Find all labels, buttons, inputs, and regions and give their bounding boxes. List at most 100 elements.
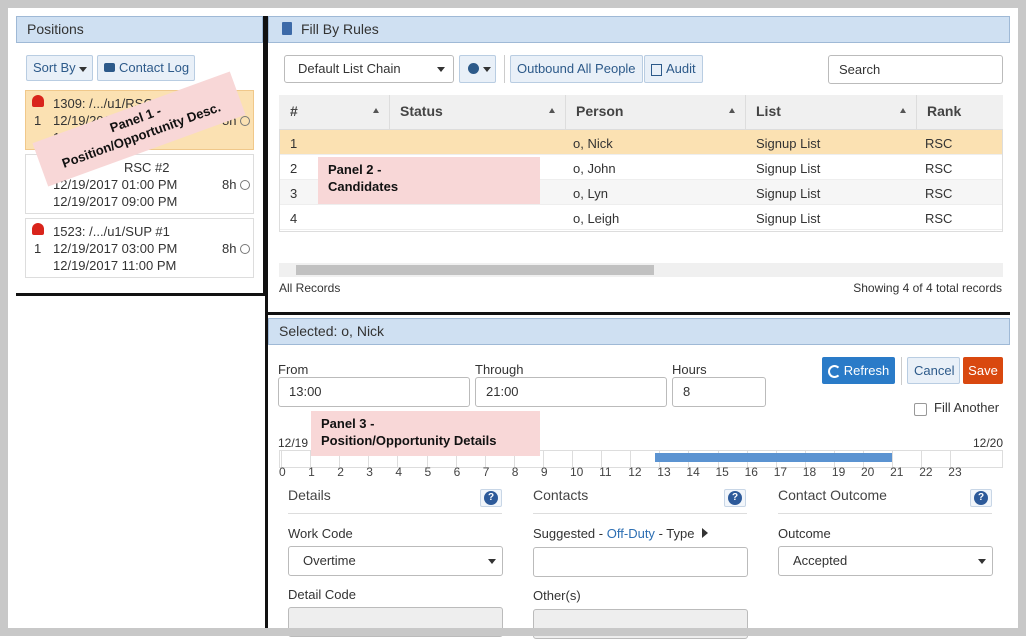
caret [79, 67, 88, 72]
table-cell: RSC [925, 186, 953, 201]
detail-code-input[interactable] [288, 607, 503, 637]
table-cell: RSC [925, 211, 953, 226]
button-label: Audit [666, 61, 696, 76]
card-name: RSC #2 [124, 160, 170, 175]
timeline-label: 15 [715, 465, 729, 479]
timeline-label: 1 [308, 465, 315, 479]
timeline-tick [572, 451, 573, 467]
column-header[interactable]: Rank [927, 103, 962, 119]
help-icon[interactable]: ? [724, 489, 746, 507]
button-label: Contact Log [119, 60, 190, 75]
footer-left: All Records [279, 281, 341, 295]
card-count: 1 [34, 241, 42, 256]
table-cell: o, John [573, 161, 616, 176]
timeline-selection [655, 453, 893, 462]
audit-button[interactable]: Audit [644, 55, 703, 83]
cancel-button[interactable]: Cancel [907, 357, 960, 384]
expand-icon[interactable] [702, 528, 709, 538]
scrollbar-thumb[interactable] [296, 265, 654, 275]
settings-button[interactable] [459, 55, 496, 83]
table-cell: 2 [290, 161, 298, 176]
timeline-tick [484, 451, 486, 467]
timeline-tick [368, 451, 370, 467]
panel-header: Fill By Rules [268, 16, 1010, 43]
table-cell: o, Lyn [573, 186, 608, 201]
column-header[interactable]: # [290, 103, 298, 119]
column-header[interactable]: Person [576, 103, 624, 119]
refresh-button[interactable]: Refresh [822, 357, 895, 384]
field-label: Suggested [533, 526, 596, 541]
timeline-label: 8 [511, 465, 519, 479]
list-chain-select[interactable]: Default List Chain [284, 55, 454, 83]
table-cell: RSC [925, 161, 953, 176]
timeline-label: 14 [686, 465, 700, 479]
card-name: 1523: /.../u1/SUP #1 [53, 224, 170, 239]
timeline-label: 6 [453, 465, 461, 479]
save-button[interactable]: Save [963, 357, 1003, 384]
column-divider [916, 95, 917, 130]
timeline-tick [281, 451, 282, 467]
card-end: 12/19/2017 11:00 PM [53, 258, 177, 273]
timeline-tick [542, 451, 544, 467]
timeline-label: 21 [890, 465, 904, 479]
help-icon[interactable]: ? [970, 489, 992, 507]
section-rule [533, 513, 747, 514]
timeline-label: 2 [337, 465, 344, 479]
timeline-label: 9 [540, 465, 548, 479]
table-row[interactable] [280, 205, 1002, 230]
others-input[interactable] [533, 609, 748, 639]
sort-icon[interactable] [549, 108, 555, 113]
card-duration: 8h [222, 177, 237, 192]
table-cell: o, Nick [573, 136, 613, 151]
hours-input[interactable]: 8 [672, 377, 766, 407]
icon [104, 63, 115, 72]
panel-border [268, 312, 1010, 315]
timeline-label: 4 [395, 465, 403, 479]
suggested-line: Suggested - Off-Duty - Type [533, 526, 709, 541]
timeline-label: 3 [366, 465, 373, 479]
table-cell: o, Leigh [573, 211, 620, 226]
sort-button[interactable]: Sort By [26, 55, 93, 81]
from-input[interactable]: 13:00 [278, 377, 470, 407]
timeline-label: 7 [482, 465, 490, 479]
sort-icon[interactable] [900, 108, 906, 113]
clock-icon [240, 116, 250, 126]
caret [437, 67, 445, 72]
outcome-select[interactable]: Accepted [778, 546, 993, 576]
annotation-line: Panel 3 - [321, 416, 375, 431]
search-input[interactable]: Search [828, 55, 1003, 84]
timeline-label: 12 [628, 465, 642, 479]
timeline-tick [455, 451, 457, 467]
contact-log-button[interactable]: Contact Log [97, 55, 195, 81]
table-cell: RSC [925, 136, 953, 151]
work-code-select[interactable]: Overtime [288, 546, 503, 576]
icon [651, 63, 662, 76]
checkbox[interactable] [914, 403, 927, 416]
through-input[interactable]: 21:00 [475, 377, 667, 407]
field-label: Through [475, 362, 524, 377]
type-toggle[interactable]: Type [666, 526, 695, 541]
annotation-line: Position/Opportunity Details [321, 433, 497, 448]
position-card[interactable] [25, 218, 254, 278]
timeline-label: 13 [657, 465, 671, 479]
table-header [279, 95, 1003, 130]
suggested-input[interactable] [533, 547, 748, 577]
column-divider [565, 95, 566, 130]
caret [488, 559, 496, 564]
off-duty-link[interactable]: Off-Duty [606, 526, 655, 541]
sort-icon[interactable] [373, 108, 379, 113]
timeline-label: 19 [831, 465, 846, 479]
table-cell: Signup List [756, 211, 821, 226]
timeline-label: 17 [773, 465, 788, 479]
table-cell: 1 [290, 136, 298, 151]
help-icon[interactable]: ? [480, 489, 502, 507]
column-header[interactable]: Status [400, 103, 443, 119]
section-rule [778, 513, 992, 514]
sort-icon[interactable] [729, 108, 735, 113]
field-label: From [278, 362, 309, 377]
timeline-tick [601, 451, 603, 467]
column-header[interactable]: List [756, 103, 781, 119]
card-count: 1 [34, 113, 42, 128]
outbound-button[interactable]: Outbound All People [510, 55, 643, 83]
table-row[interactable] [280, 130, 1002, 155]
